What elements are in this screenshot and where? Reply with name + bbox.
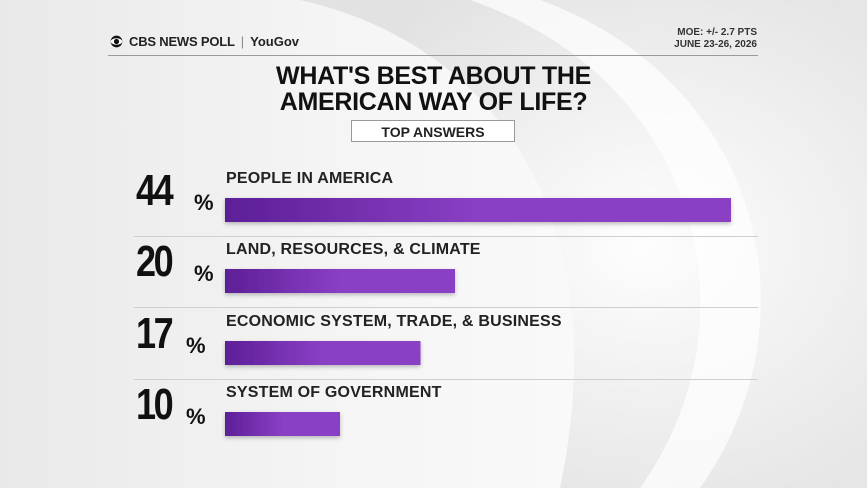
value-unit-3: % — [186, 333, 206, 358]
title-line-1: WHAT'S BEST ABOUT THE — [276, 62, 591, 90]
value-unit-2: % — [194, 261, 214, 286]
brand-logo: CBS NEWS POLL | YouGov — [110, 34, 299, 49]
bar-4 — [225, 412, 340, 436]
value-number-1: 44 — [136, 166, 174, 215]
value-number-3: 17 — [136, 309, 174, 358]
chart-subtitle: TOP ANSWERS — [351, 120, 515, 142]
brand-cbs: CBS NEWS POLL — [129, 34, 235, 49]
value-label-3: 17% — [136, 309, 206, 359]
value-unit-1: % — [194, 190, 214, 215]
brand-separator: | — [240, 34, 245, 49]
poll-meta: MOE: +/- 2.7 PTS JUNE 23-26, 2026 — [674, 27, 757, 51]
moe-text: MOE: +/- 2.7 PTS — [677, 27, 757, 38]
value-label-1: 44% — [136, 166, 214, 216]
bar-1 — [225, 198, 731, 222]
title-line-2: AMERICAN WAY OF LIFE? — [279, 88, 588, 116]
header-divider — [108, 55, 758, 56]
value-label-2: 20% — [136, 237, 214, 287]
value-unit-4: % — [186, 404, 206, 429]
bar-2 — [225, 269, 455, 293]
category-label-1: PEOPLE IN AMERICA — [226, 170, 394, 187]
category-label-3: ECONOMIC SYSTEM, TRADE, & BUSINESS — [226, 313, 562, 330]
row-divider-1 — [134, 236, 758, 237]
bar-3 — [225, 341, 421, 365]
chart-title: WHAT'S BEST ABOUT THE AMERICAN WAY OF LI… — [0, 63, 867, 115]
row-divider-3 — [134, 379, 758, 380]
brand-yougov: YouGov — [250, 34, 300, 49]
value-label-4: 10% — [136, 380, 206, 430]
row-divider-2 — [134, 307, 758, 308]
poll-dates: JUNE 23-26, 2026 — [674, 39, 757, 50]
cbs-eye-icon — [110, 35, 123, 48]
category-label-4: SYSTEM OF GOVERNMENT — [226, 384, 442, 401]
value-number-2: 20 — [136, 237, 174, 286]
value-number-4: 10 — [136, 380, 174, 429]
category-label-2: LAND, RESOURCES, & CLIMATE — [226, 241, 481, 258]
